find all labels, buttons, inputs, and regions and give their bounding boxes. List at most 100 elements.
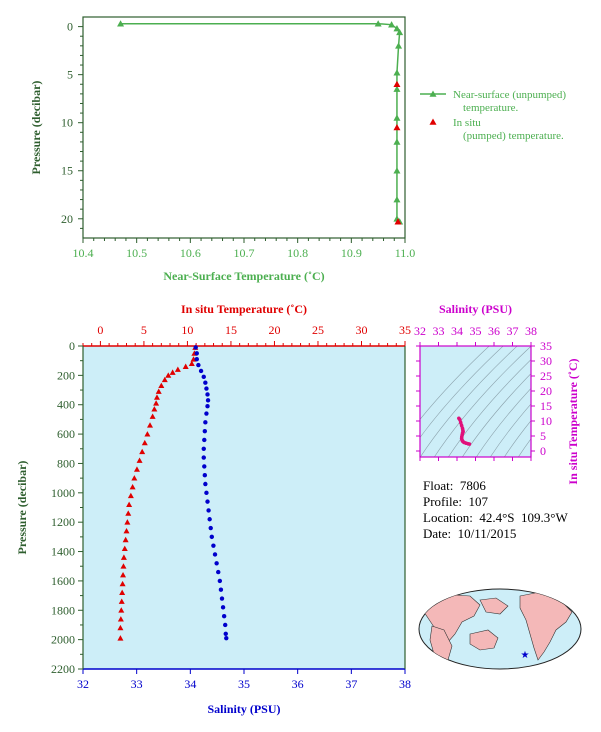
salinity-point: [198, 368, 204, 374]
pressure-tick-label: 400: [57, 398, 75, 412]
map-landmass: [479, 597, 509, 615]
temperature-point: [123, 527, 130, 534]
map-landmass: [469, 629, 499, 651]
profile-line: Profile: 107: [423, 494, 568, 510]
salinity-point: [209, 534, 214, 540]
ts-x-tick-label: 34: [451, 324, 463, 338]
temperature-tick-label: 35: [399, 323, 411, 337]
ts-y-tick-label: 20: [540, 384, 552, 398]
temperature-point: [149, 413, 156, 419]
salinity-point: [223, 631, 228, 636]
near-surface-x-axis-label: Near-Surface Temperature (˚C): [163, 269, 324, 283]
y-tick-label: 5: [67, 68, 73, 82]
unpumped-point: [393, 167, 401, 174]
ts-x-tick-label: 37: [507, 324, 519, 338]
ts-x-tick-label: 38: [525, 324, 537, 338]
temperature-tick-label: 20: [268, 323, 280, 337]
temperature-tick-label: 0: [97, 323, 103, 337]
ts-y-tick-label: 35: [540, 339, 552, 353]
salinity-tick-label: 34: [184, 677, 196, 691]
pressure-tick-label: 1400: [51, 545, 75, 559]
location-label: Location:: [423, 510, 473, 525]
ts-x-axis-label: Salinity (PSU): [439, 302, 512, 316]
salinity-point: [201, 446, 206, 451]
float-label: Float:: [423, 478, 454, 493]
pressure-tick-label: 1800: [51, 603, 75, 617]
salinity-point: [202, 464, 207, 469]
salinity-point: [212, 552, 218, 557]
salinity-point: [202, 437, 207, 443]
salinity-point: [204, 490, 209, 496]
unpumped-point: [393, 196, 401, 203]
y-tick-label: 20: [61, 212, 73, 226]
temperature-point: [126, 501, 133, 507]
salinity-point: [205, 398, 211, 403]
ts-y-tick-label: 5: [540, 429, 546, 443]
temperature-tick-label: 5: [141, 323, 147, 337]
profile-plot-background: [83, 346, 405, 669]
salinity-point: [201, 455, 206, 460]
x-tick-label: 10.6: [180, 246, 201, 260]
ts-y-tick-label: 15: [540, 399, 552, 413]
location-value: 42.4°S 109.3°W: [479, 510, 568, 525]
y-tick-label: 0: [67, 20, 73, 34]
temperature-tick-label: 30: [355, 323, 367, 337]
salinity-point: [204, 386, 209, 391]
salinity-point: [202, 473, 208, 478]
pressure-tick-label: 800: [57, 456, 75, 470]
salinity-tick-label: 35: [238, 677, 250, 691]
legend-unpumped-label: Near-surface (unpumped) temperature.: [453, 89, 566, 114]
temperature-point: [120, 554, 127, 560]
legend-unpumped-marker: [429, 90, 437, 97]
y-tick-label: 15: [61, 164, 73, 178]
salinity-point: [205, 499, 210, 504]
temperature-point: [129, 483, 136, 490]
ts-y-tick-label: 0: [540, 444, 546, 458]
pressure-tick-label: 600: [57, 427, 75, 441]
temperature-point: [182, 363, 189, 369]
temperature-point: [141, 439, 148, 446]
ts-x-tick-label: 36: [488, 324, 500, 338]
unpumped-point: [393, 138, 401, 145]
x-tick-label: 10.9: [341, 246, 362, 260]
float-location-marker: ★: [521, 650, 530, 661]
salinity-point: [224, 635, 229, 641]
salinity-point: [205, 403, 210, 409]
salinity-point: [216, 569, 221, 575]
temperature-point: [153, 400, 160, 406]
temperature-point: [188, 360, 195, 367]
density-contour: [520, 327, 601, 477]
x-tick-label: 10.8: [287, 246, 308, 260]
pumped-point: [393, 124, 401, 131]
unpumped-point: [393, 69, 401, 76]
temperature-point: [117, 624, 124, 631]
temperature-point: [165, 372, 172, 378]
unpumped-point: [374, 20, 382, 27]
salinity-point: [211, 543, 216, 548]
temperature-point: [153, 394, 160, 400]
near-surface-y-axis-label: Pressure (decibar): [29, 81, 43, 175]
salinity-point: [201, 374, 206, 380]
profile-value: 107: [468, 494, 489, 509]
ts-y-axis-label: In situ Temperature (˚C): [566, 358, 580, 484]
temperature-point: [131, 475, 138, 481]
salinity-point: [223, 622, 228, 628]
ts-y-tick-label: 10: [540, 414, 552, 428]
salinity-tick-label: 32: [77, 677, 89, 691]
legend-pumped-label: In situ (pumped) temperature.: [453, 117, 564, 142]
salinity-point: [205, 392, 210, 397]
legend-pumped-marker: [429, 118, 437, 125]
temperature-point: [118, 598, 125, 604]
salinity-point: [214, 561, 219, 566]
pressure-tick-label: 0: [69, 339, 75, 353]
ts-y-tick-label: 30: [540, 354, 552, 368]
float-value: 7806: [459, 478, 486, 493]
temperature-point: [120, 563, 127, 569]
temperature-axis-label: In situ Temperature (˚C): [181, 302, 307, 316]
density-contour: [475, 387, 531, 457]
ts-y-tick-label: 25: [540, 369, 552, 383]
x-tick-label: 11.0: [395, 246, 416, 260]
ts-point: [459, 423, 464, 428]
temperature-point: [139, 448, 146, 455]
